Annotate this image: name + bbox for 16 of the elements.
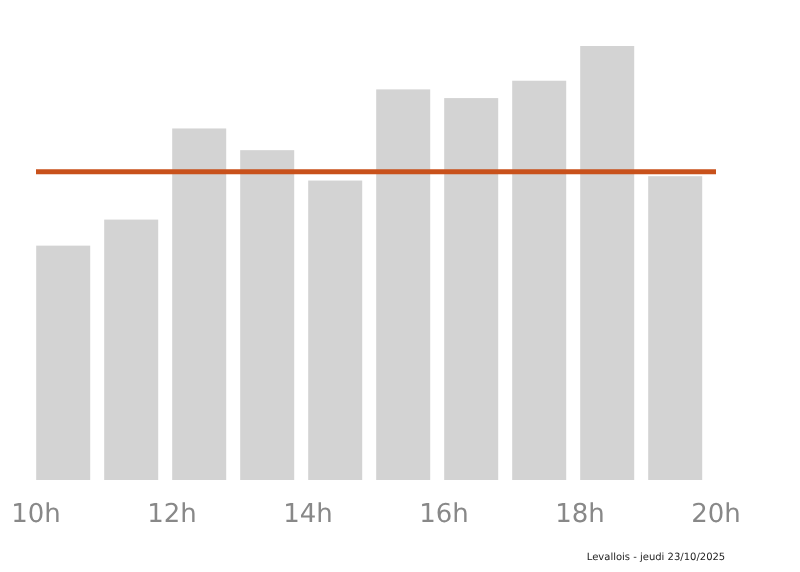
bar [444, 98, 499, 480]
x-tick-label: 12h [147, 500, 197, 530]
x-tick-label: 20h [691, 500, 741, 530]
bar [172, 128, 227, 480]
bar [240, 150, 295, 480]
bar [104, 219, 159, 480]
bar [308, 180, 363, 480]
x-tick-label: 14h [283, 500, 333, 530]
bar [580, 46, 635, 480]
bar [512, 80, 567, 480]
x-tick-label: 16h [419, 500, 469, 530]
bar [36, 245, 91, 480]
x-tick-label: 10h [11, 500, 61, 530]
x-tick-label: 18h [555, 500, 605, 530]
bar [376, 89, 431, 480]
bar [648, 176, 703, 480]
